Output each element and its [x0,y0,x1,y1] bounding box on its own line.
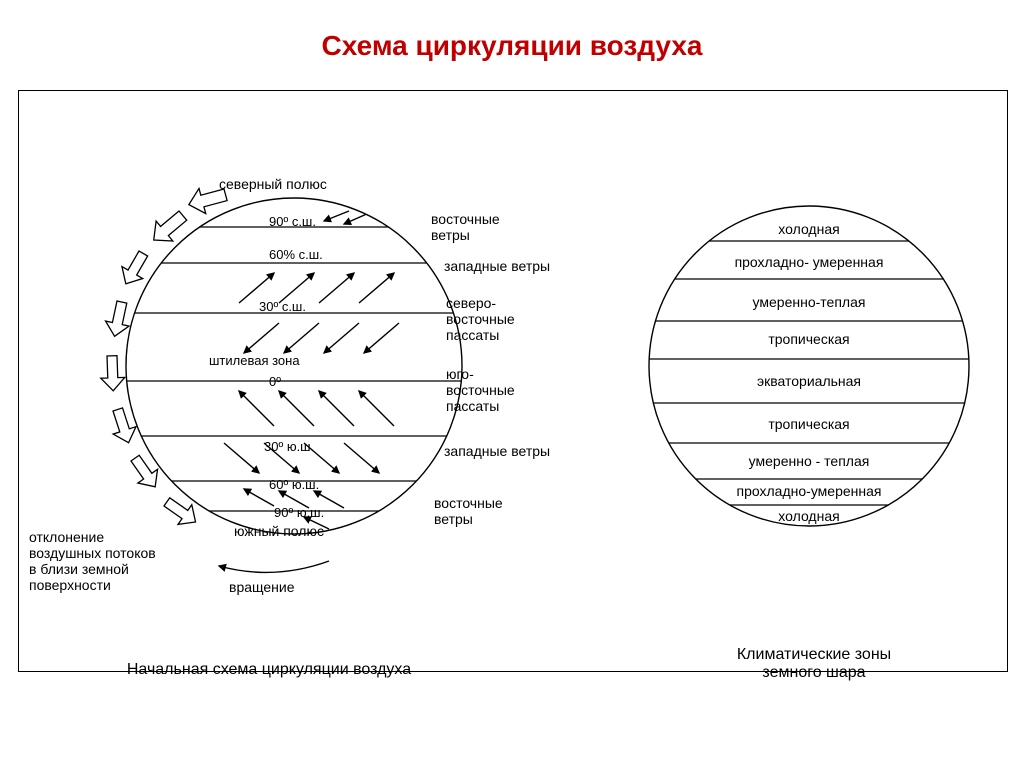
wind-label: восточные ветры [431,211,541,243]
climate-zone-label: экваториальная [659,373,959,389]
climate-zone-label: прохладно- умеренная [659,254,959,270]
lat-label: 60% с.ш. [269,247,323,262]
lat-label: 90º с.ш. [269,214,316,229]
climate-zone-label: тропическая [659,416,959,432]
lat-label: 30º ю.ш. [264,439,314,454]
wind-label: северо- восточные пассаты [446,295,556,343]
diagram-frame: северный полюс южный полюс вращение откл… [18,90,1008,672]
lat-label: штилевая зона [209,353,300,368]
lat-label: 60º ю.ш. [269,477,319,492]
north-pole-label: северный полюс [219,176,327,192]
right-caption: Климатические зоны земного шара [709,646,919,682]
climate-zone-label: умеренно - теплая [659,453,959,469]
rotation-arrow [219,561,329,572]
wind-label: юго- восточные пассаты [446,366,556,414]
wind-label: восточные ветры [434,495,544,527]
climate-zone-label: прохладно-умеренная [659,483,959,499]
lat-label: 90º ю.ш. [274,505,324,520]
climate-zone-label: тропическая [659,331,959,347]
south-pole-label: южный полюс [234,523,324,539]
wind-label: западные ветры [444,258,554,274]
left-caption: Начальная схема циркуляции воздуха [109,661,429,679]
wind-label: западные ветры [444,443,554,459]
rotation-label: вращение [229,579,295,595]
climate-zone-label: холодная [659,508,959,524]
climate-zone-label: холодная [659,221,959,237]
deflection-label: отклонение воздушных потоков в близи зем… [29,529,159,593]
lat-label: 30º с.ш. [259,299,306,314]
climate-zone-label: умеренно-теплая [659,294,959,310]
page-title: Схема циркуляции воздуха [0,0,1024,72]
lat-label: 0º [269,374,281,389]
